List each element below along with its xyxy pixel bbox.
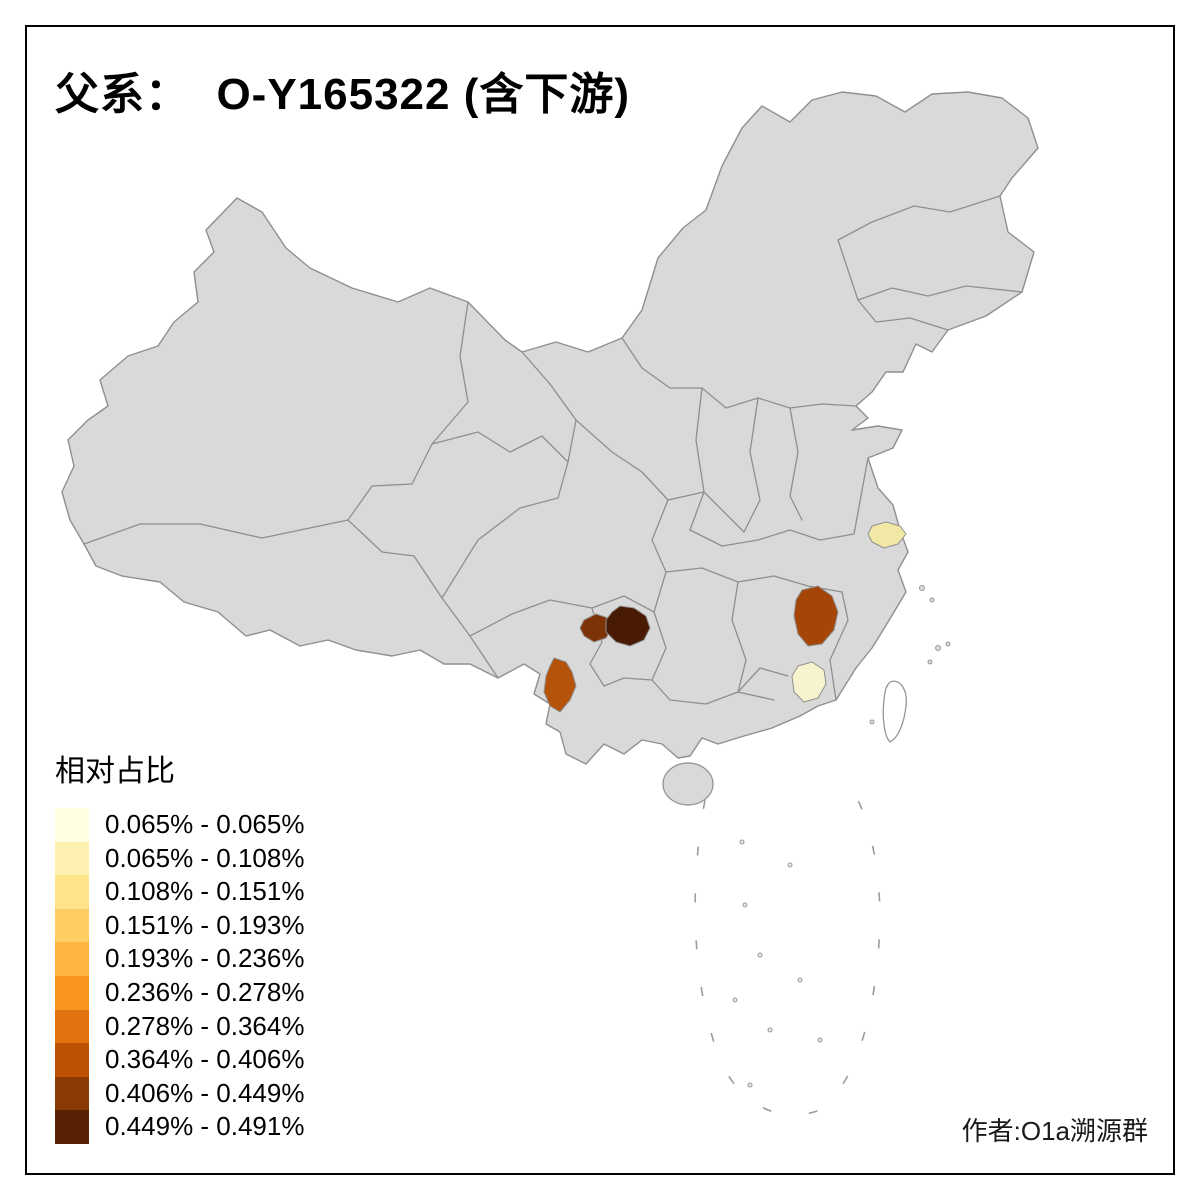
legend-swatch (55, 808, 89, 842)
legend-swatch (55, 841, 89, 876)
highlighted-regions (543, 521, 907, 713)
region-southwest-dark (579, 613, 613, 643)
south-china-sea-dash-line (694, 794, 881, 1116)
legend-label: 0.406% - 0.449% (105, 1077, 305, 1108)
legend-item: 0.406% - 0.449% (55, 1076, 305, 1111)
legend-item: 0.278% - 0.364% (55, 1009, 305, 1044)
legend-item: 0.151% - 0.193% (55, 908, 305, 943)
legend-title: 相对占比 (55, 755, 175, 788)
south-china-sea-islets (732, 839, 823, 1088)
legend-label: 0.236% - 0.278% (105, 976, 305, 1007)
legend-item: 0.065% - 0.065% (55, 808, 304, 842)
legend-label: 0.065% - 0.065% (105, 809, 305, 839)
province-borders (83, 195, 1023, 705)
legend-swatch (55, 942, 89, 976)
legend-item: 0.236% - 0.278% (55, 975, 305, 1010)
figure-border (25, 25, 1175, 1175)
legend-item: 0.364% - 0.406% (55, 1043, 304, 1077)
legend-swatch (55, 1009, 89, 1044)
credit: 作者:O1a溯源群 (961, 1116, 1148, 1146)
legend-swatch (55, 975, 89, 1010)
page-title: 父系： O-Y165322 (含下游) (55, 70, 631, 119)
legend-item: 0.108% - 0.151% (55, 875, 304, 909)
legend-label: 0.108% - 0.151% (105, 876, 305, 907)
region-jiangsu-pale (867, 521, 907, 549)
legend-item: 0.193% - 0.236% (55, 942, 304, 976)
taiwan-island (882, 680, 907, 743)
legend-label: 0.278% - 0.364% (105, 1010, 305, 1041)
legend-label: 0.449% - 0.491% (105, 1111, 305, 1142)
legend-items: 0.065% - 0.065% 0.065% - 0.108% 0.108% - 0… (55, 808, 304, 1144)
mainland-outline (61, 91, 1039, 765)
legend-swatch (55, 1110, 89, 1144)
legend-label: 0.364% - 0.406% (105, 1044, 305, 1075)
legend-swatch (55, 1076, 89, 1111)
legend: 相对占比 0.065% - 0.065% 0.065% - 0.108% 0.108… (55, 746, 304, 1144)
legend-swatch (55, 875, 89, 909)
region-jiangxi (793, 585, 839, 647)
legend-swatch (55, 908, 89, 943)
coastal-islets (869, 585, 951, 725)
legend-label: 0.193% - 0.236% (105, 943, 305, 974)
legend-item: 0.449% - 0.491% (55, 1110, 304, 1144)
legend-item: 0.065% - 0.108% (55, 841, 305, 876)
region-yunnan (543, 657, 577, 713)
region-southwest-darkest (605, 605, 651, 647)
region-southeast-pale (791, 661, 827, 703)
legend-label: 0.065% - 0.108% (105, 842, 305, 873)
legend-swatch (55, 1043, 89, 1077)
hainan-island (662, 762, 714, 806)
legend-label: 0.151% - 0.193% (105, 909, 305, 940)
